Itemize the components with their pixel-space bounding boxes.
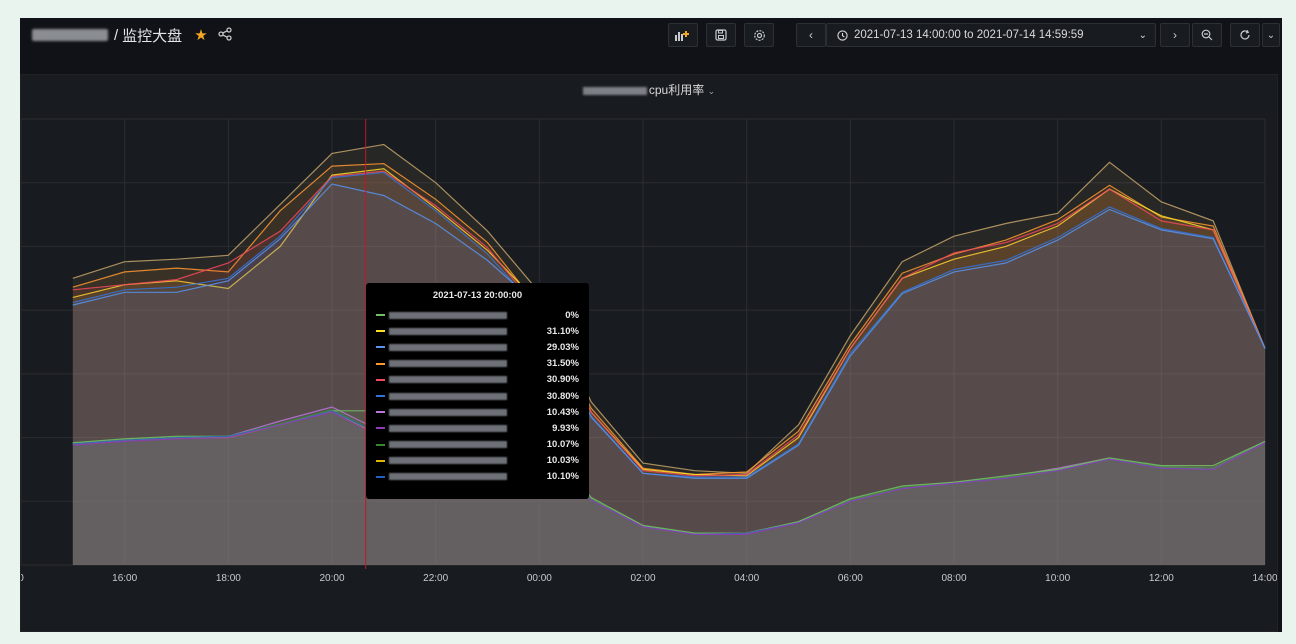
breadcrumb[interactable]: / 监控大盘 (32, 25, 182, 46)
cpu-usage-chart[interactable]: 0 16:00 18:00 20:00 22:00 00:00 02:00 04:00 06:0… (21, 75, 1277, 631)
series-name-redacted (389, 360, 507, 368)
x-tick-label: 08:00 (941, 573, 966, 584)
tooltip-row: 10.03% (376, 453, 579, 469)
x-tick-label: 18:00 (216, 573, 241, 584)
panel-title-redacted (582, 86, 647, 95)
add-panel-button[interactable] (668, 23, 698, 47)
series-color-swatch (376, 314, 385, 317)
x-tick-label: 00:00 (527, 573, 552, 584)
series-line (72, 183, 1266, 479)
tooltip-row: 10.43% (376, 404, 579, 420)
refresh-interval-dropdown[interactable]: ⌄ (1262, 23, 1280, 47)
tooltip-value: 30.80% (546, 390, 579, 402)
tooltip-row: 31.50% (376, 356, 579, 372)
tooltip-row: 30.90% (376, 372, 579, 388)
series-color-swatch (376, 346, 385, 349)
tooltip-row: 0% (376, 307, 579, 323)
tooltip-row: 10.10% (376, 469, 579, 485)
time-range-picker[interactable]: 2021-07-13 14:00:00 to 2021-07-14 14:59:… (826, 23, 1156, 47)
dashboard-frame: / 监控大盘 ★ ‹ 2021-07-13 14:00:00 to 2021-0… (20, 18, 1282, 632)
clock-icon (837, 29, 848, 41)
refresh-icon (1240, 29, 1250, 40)
series-line (72, 143, 1266, 474)
tooltip-row: 31.10% (376, 323, 579, 339)
x-tick-label: 12:00 (1149, 573, 1174, 584)
tooltip-value: 29.03% (546, 341, 579, 353)
panel-title[interactable]: cpu利用率 ⌄ (21, 81, 1277, 98)
star-icon[interactable]: ★ (194, 27, 208, 44)
series-line (72, 411, 1266, 535)
refresh-button[interactable] (1230, 23, 1260, 47)
save-dashboard-button[interactable] (706, 23, 736, 47)
series-color-swatch (376, 427, 385, 430)
panel-title-text: cpu利用率 (648, 83, 705, 97)
top-navbar: / 监控大盘 ★ ‹ 2021-07-13 14:00:00 to 2021-0… (20, 18, 1282, 52)
tooltip-value: 10.10% (546, 471, 579, 483)
series-line (72, 168, 1266, 477)
series-color-swatch (376, 443, 385, 446)
dashboard-title[interactable]: 监控大盘 (122, 27, 183, 45)
series-name-redacted (389, 392, 507, 400)
share-icon[interactable] (217, 26, 232, 44)
x-tick-label: 02:00 (630, 573, 655, 584)
tooltip-time: 2021-07-13 20:00:00 (432, 290, 523, 301)
series-color-swatch (376, 330, 385, 333)
tooltip-value: 31.10% (546, 325, 579, 337)
x-tick-label: 04:00 (734, 573, 759, 584)
breadcrumb-separator: / (114, 26, 119, 44)
series-name-redacted (389, 376, 507, 384)
x-tick-label: 20:00 (319, 573, 344, 584)
series-name-redacted (389, 424, 507, 432)
tooltip-row: 10.07% (376, 437, 579, 453)
x-tick-label: 10:00 (1045, 573, 1070, 584)
chevron-down-icon: ⌄ (1266, 29, 1276, 41)
tooltip-value: 31.50% (546, 358, 579, 370)
chevron-down-icon: ⌄ (707, 86, 716, 96)
series-color-swatch (376, 475, 385, 478)
gear-icon (753, 29, 765, 41)
series-color-swatch (376, 378, 385, 381)
x-tick-label: 16:00 (112, 573, 137, 584)
x-tick-label: 22:00 (423, 573, 448, 584)
series-name-redacted (389, 343, 507, 351)
series-name-redacted (389, 473, 507, 481)
series-name-redacted (389, 327, 507, 335)
series-color-swatch (376, 362, 385, 365)
tooltip-value: 0% (565, 309, 579, 321)
series-color-swatch (376, 395, 385, 398)
tooltip-row: 9.93% (376, 420, 579, 436)
chevron-right-icon: › (1173, 28, 1177, 42)
add-panel-icon (675, 31, 689, 41)
time-shift-forward-button[interactable]: › (1160, 23, 1190, 47)
series-name-redacted (389, 408, 507, 416)
time-range-label: 2021-07-13 14:00:00 to 2021-07-14 14:59:… (854, 29, 1084, 41)
zoom-out-icon (1201, 29, 1213, 41)
series-name-redacted (389, 441, 507, 449)
save-icon (715, 29, 727, 41)
tooltip-value: 10.03% (546, 455, 579, 467)
series-color-swatch (376, 459, 385, 462)
chart-tooltip: 2021-07-13 20:00:00 0% 31.10% 29.03% 31.50%… (366, 283, 589, 499)
series-name-redacted (389, 311, 507, 319)
tooltip-row: 30.80% (376, 388, 579, 404)
series-line (72, 170, 1266, 477)
cpu-usage-panel: cpu利用率 ⌄ 0 16:00 18:00 20:00 22:00 00:00 02:00… (20, 74, 1278, 632)
settings-button[interactable] (744, 23, 774, 47)
tooltip-row: 29.03% (376, 339, 579, 355)
tooltip-value: 9.93% (552, 422, 579, 434)
x-tick-label: 0 (21, 573, 24, 584)
x-tick-label: 06:00 (838, 573, 863, 584)
tooltip-value: 10.07% (546, 439, 579, 451)
series-color-swatch (376, 411, 385, 414)
folder-name-redacted[interactable] (32, 29, 108, 41)
series-name-redacted (389, 457, 507, 465)
series-line (72, 406, 1266, 536)
tooltip-value: 30.90% (546, 374, 579, 386)
tooltip-value: 10.43% (546, 406, 579, 418)
zoom-out-button[interactable] (1192, 23, 1222, 47)
time-shift-back-button[interactable]: ‹ (796, 23, 826, 47)
chevron-left-icon: ‹ (809, 28, 813, 42)
x-tick-label: 14:00 (1252, 573, 1277, 584)
chevron-down-icon: ⌄ (1138, 29, 1147, 41)
